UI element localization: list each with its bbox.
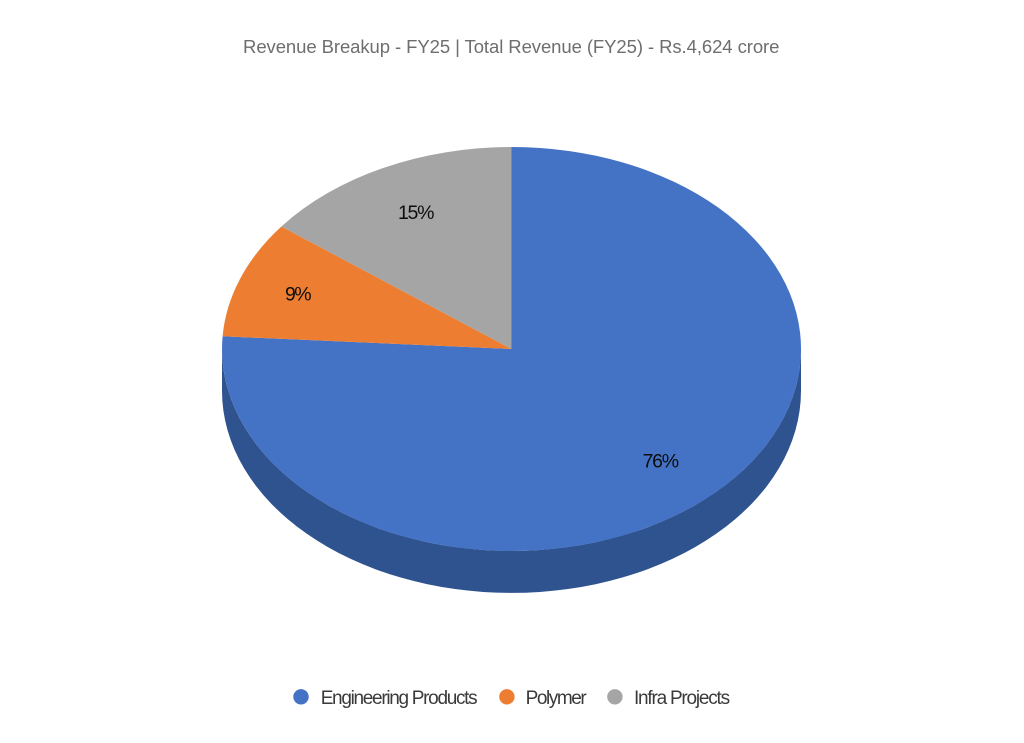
svg-text:9%: 9%: [285, 284, 311, 306]
svg-text:Engineering Products: Engineering Products: [321, 688, 477, 709]
svg-text:Infra Projects: Infra Projects: [634, 688, 730, 709]
svg-text:15%: 15%: [398, 202, 434, 224]
svg-text:Polymer: Polymer: [526, 688, 588, 709]
svg-text:76%: 76%: [643, 451, 679, 473]
svg-text:Revenue Breakup - FY25 | Total: Revenue Breakup - FY25 | Total Revenue (…: [243, 36, 779, 57]
